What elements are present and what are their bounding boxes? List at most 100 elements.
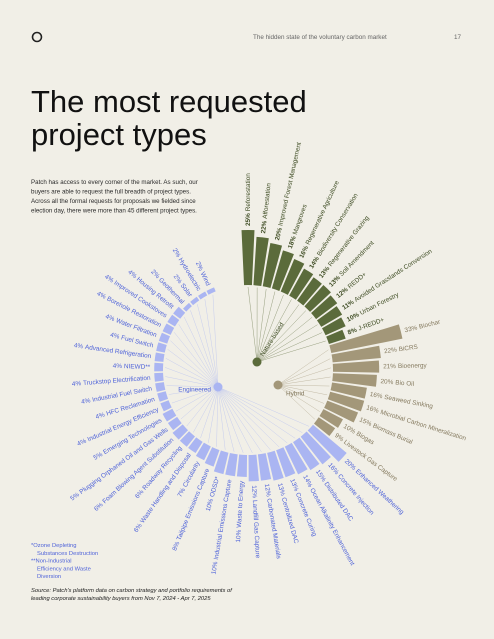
bar: [190, 296, 200, 306]
bar: [183, 302, 192, 312]
category-label: NIEWD**: [124, 363, 151, 371]
bar: [253, 236, 269, 287]
value-label: 22%: [384, 346, 398, 355]
value-label: 12%: [250, 485, 258, 498]
connector: [217, 386, 235, 452]
bar: [284, 442, 308, 475]
bar: [198, 291, 208, 300]
bar: [173, 306, 186, 319]
bar: [154, 352, 165, 362]
page-number: 17: [454, 34, 462, 41]
connector: [173, 332, 219, 388]
bar: [280, 259, 305, 295]
connector: [247, 286, 258, 363]
bar: [241, 230, 255, 286]
bar-label: 20%Bio Oil: [380, 378, 414, 388]
value-label: 7%: [176, 487, 187, 499]
value-label: 6%: [93, 501, 105, 513]
connector: [277, 384, 325, 404]
bar: [154, 372, 164, 382]
connector: [217, 386, 262, 453]
group-label: Hybrid: [286, 391, 305, 398]
bar: [304, 285, 331, 312]
connector: [216, 386, 219, 447]
bar: [236, 454, 248, 477]
value-label: 4%: [104, 313, 115, 323]
connector: [256, 317, 313, 363]
connector: [277, 376, 331, 386]
bar-label: 12% Landfill Gas Capture: [250, 485, 261, 559]
bar: [316, 306, 343, 327]
connector: [212, 294, 219, 388]
value-label: 22%: [260, 220, 268, 234]
category-label: BiCRS: [398, 343, 418, 353]
value-label: 4%: [127, 268, 139, 279]
connector: [171, 386, 219, 404]
connector: [208, 386, 219, 443]
bar: [311, 295, 338, 320]
footnote: Efficiency and Waste: [37, 566, 91, 572]
value-label: 16%: [298, 244, 310, 259]
bar: [257, 453, 272, 481]
category-label: Waste to Energy: [236, 480, 246, 528]
connector: [277, 358, 331, 386]
bar: [154, 362, 164, 372]
connector-group: [164, 294, 310, 454]
connector: [256, 340, 326, 363]
connector: [168, 386, 219, 395]
connector-group: [247, 286, 326, 363]
bar-label: 22%BiCRS: [384, 343, 419, 355]
category-label: Bioenergy: [398, 362, 428, 370]
bar: [158, 332, 170, 344]
connector: [183, 316, 219, 388]
bar: [297, 277, 322, 306]
bar: [307, 424, 347, 462]
connector: [197, 304, 219, 388]
bar: [327, 391, 365, 412]
value-label: 4%: [109, 331, 120, 340]
value-label: 12%: [263, 483, 272, 497]
connector: [165, 376, 219, 388]
bar: [157, 391, 169, 402]
connector: [256, 288, 267, 363]
connector: [217, 386, 244, 453]
connector: [217, 386, 303, 433]
bar: [332, 373, 377, 387]
bar: [213, 450, 229, 475]
connector: [217, 386, 226, 450]
value-label: 4%: [103, 273, 115, 284]
value-label: 2%: [150, 268, 162, 280]
bar-label: 25% Reforestation: [245, 173, 252, 226]
footnote: *Ozone Depleting: [31, 543, 76, 549]
value-label: 13%: [289, 478, 300, 493]
bar: [188, 437, 203, 454]
connector: [217, 386, 271, 451]
bar: [319, 409, 343, 428]
value-label: 10%: [235, 529, 243, 542]
category-label: Afforestation: [261, 182, 272, 219]
category-label: Reforestation: [245, 173, 252, 211]
connector: [217, 386, 253, 454]
value-label: 21%: [383, 363, 396, 370]
value-label: 4%: [73, 342, 83, 350]
value-label: 2%: [172, 273, 183, 285]
value-label: 4%: [113, 362, 123, 369]
group-node: [213, 382, 223, 392]
connector: [175, 386, 219, 412]
bar: [262, 242, 283, 289]
value-label: 18%: [287, 235, 298, 250]
value-label: 16%: [365, 404, 380, 415]
connector: [277, 384, 315, 420]
bar: [326, 329, 346, 344]
value-label: 16%: [369, 391, 383, 400]
connector: [256, 291, 276, 363]
bar: [330, 382, 367, 399]
bar: [195, 442, 211, 461]
bar: [204, 447, 220, 467]
source-line: Source: Patch's platform data on carbon …: [31, 588, 233, 594]
value-label: 9%: [333, 432, 345, 443]
connector: [193, 386, 219, 433]
value-label: 4%: [81, 397, 92, 406]
bar: [167, 314, 180, 327]
